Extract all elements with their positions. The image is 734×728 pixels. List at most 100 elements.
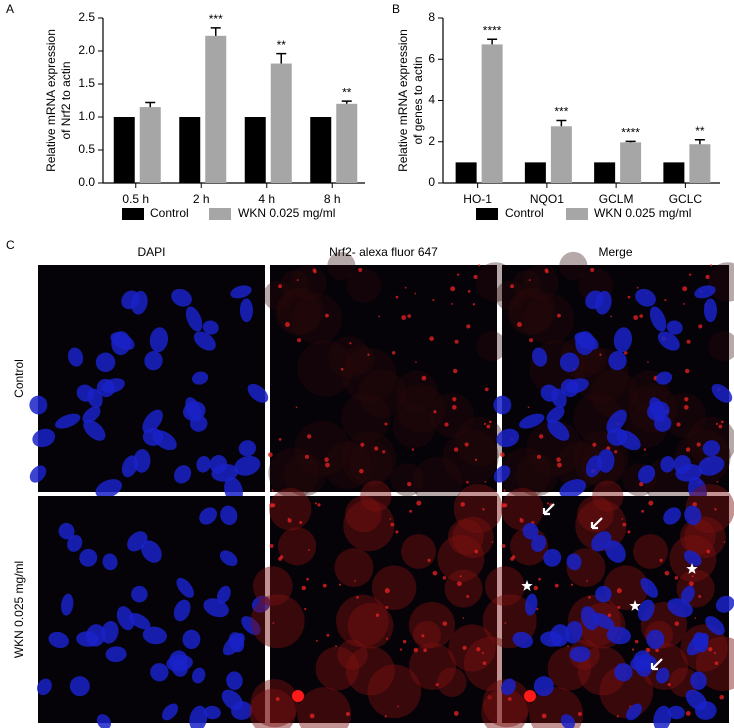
red-speck — [304, 607, 307, 611]
nucleus — [131, 290, 148, 315]
red-speck — [464, 442, 469, 447]
nucleus — [566, 553, 582, 571]
red-speck — [696, 442, 701, 447]
red-speck — [429, 336, 435, 341]
red-speck — [511, 555, 516, 559]
panel-label: C — [6, 238, 15, 252]
row-label: Control — [12, 359, 26, 398]
nucleus — [635, 288, 656, 307]
cytoplasm — [592, 480, 624, 512]
micrograph — [263, 251, 516, 507]
red-speck — [349, 342, 352, 345]
nucleus — [613, 327, 633, 353]
nucleus — [559, 479, 587, 499]
red-speck — [503, 503, 508, 508]
red-speck — [356, 596, 359, 599]
red-speck — [414, 292, 417, 295]
red-speck — [622, 522, 627, 527]
nucleus — [637, 599, 655, 622]
column-label: DAPI — [137, 245, 165, 259]
red-speck — [295, 406, 298, 409]
micrograph — [249, 480, 519, 728]
red-speck — [636, 286, 639, 289]
nucleus — [694, 285, 716, 299]
x-tick-label: 0.5 h — [122, 192, 149, 206]
nucleus — [67, 347, 84, 367]
nucleus — [173, 599, 191, 622]
cytoplasm — [396, 370, 438, 412]
red-spot — [524, 690, 536, 702]
red-speck — [629, 705, 631, 708]
red-speck — [694, 617, 697, 619]
cytoplasm — [679, 519, 716, 555]
cytoplasm — [590, 369, 639, 418]
red-speck — [314, 502, 317, 505]
red-speck — [444, 422, 449, 427]
nucleus — [247, 383, 269, 403]
nucleus — [185, 306, 203, 332]
nucleus — [37, 678, 52, 696]
red-speck — [456, 581, 462, 587]
red-speck — [590, 267, 595, 272]
cytoplasm — [367, 664, 422, 719]
red-speck — [386, 637, 389, 640]
red-speck — [454, 339, 459, 344]
cytoplasm — [555, 441, 604, 490]
nucleus — [592, 612, 615, 630]
red-speck — [715, 422, 719, 425]
row-label: WKN 0.025 mg/ml — [12, 561, 26, 658]
nucleus — [142, 427, 164, 446]
red-speck — [433, 410, 437, 414]
nucleus — [657, 331, 680, 351]
nucleus — [101, 620, 119, 644]
nucleus — [531, 534, 547, 552]
nucleus — [149, 327, 169, 353]
nucleus — [595, 290, 612, 315]
red-speck — [634, 639, 639, 644]
nucleus — [493, 465, 511, 483]
red-speck — [404, 286, 407, 289]
nucleus — [525, 593, 538, 616]
y-axis-label: Relative mRNA expression — [396, 29, 410, 172]
cytoplasm — [603, 565, 649, 611]
nucleus — [96, 378, 115, 398]
nucleus — [595, 585, 612, 603]
red-speck — [627, 530, 631, 534]
cytoplasm — [348, 441, 393, 485]
nucleus — [105, 646, 127, 663]
nucleus — [614, 663, 633, 682]
cytoplasm — [437, 667, 467, 697]
red-speck — [599, 353, 602, 356]
red-speck — [301, 585, 307, 591]
red-speck — [278, 284, 283, 289]
nucleus — [67, 534, 83, 552]
red-speck — [539, 434, 544, 439]
red-speck — [544, 268, 549, 273]
red-speck — [499, 452, 505, 458]
nucleus — [202, 320, 219, 335]
red-speck — [271, 503, 276, 508]
nucleus — [251, 595, 271, 613]
red-speck — [504, 622, 507, 624]
red-speck — [705, 274, 710, 280]
nucleus — [102, 553, 118, 571]
cytoplasm — [390, 462, 425, 497]
nucleus — [234, 455, 261, 476]
red-speck — [345, 711, 350, 716]
nucleus — [501, 678, 516, 696]
micrograph — [37, 496, 271, 728]
red-speck — [456, 273, 460, 276]
cytoplasm — [522, 264, 559, 301]
nucleus — [193, 331, 216, 351]
nucleus — [196, 455, 211, 473]
nucleus — [226, 671, 243, 690]
red-speck — [307, 434, 312, 439]
cytoplasm — [484, 566, 525, 606]
red-speck — [354, 580, 356, 582]
nucleus — [711, 383, 733, 403]
nucleus — [69, 676, 90, 697]
error-bar — [276, 52, 287, 64]
micrograph — [481, 480, 734, 728]
bar — [689, 144, 711, 183]
nucleus — [512, 631, 533, 649]
